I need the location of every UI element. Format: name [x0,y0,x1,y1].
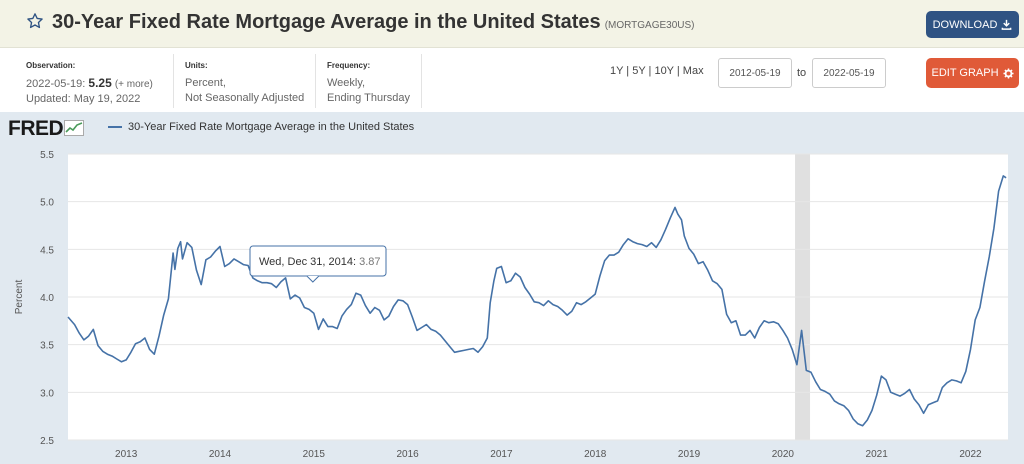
to-label: to [797,67,807,79]
title-bar: 30-Year Fixed Rate Mortgage Average in t… [0,0,1024,48]
legend-swatch [108,126,122,128]
frequency-label: Frequency: [327,61,371,70]
x-tick-label: 2018 [584,449,607,460]
x-tick-label: 2016 [396,449,419,460]
x-tick-label: 2017 [490,449,513,460]
units-line2: Not Seasonally Adjusted [185,92,305,104]
page-title: 30-Year Fixed Rate Mortgage Average in t… [52,11,695,34]
frequency-line1: Weekly, [327,77,366,89]
observation-value: 5.25 [88,76,112,90]
chart-legend: 30-Year Fixed Rate Mortgage Average in t… [108,121,414,133]
more-link[interactable]: (+ more) [114,79,153,90]
tooltip-value: 3.87 [359,256,380,268]
updated-text: Updated: May 19, 2022 [26,93,141,105]
observation-label: Observation: [26,61,76,70]
x-tick-label: 2021 [866,449,889,460]
star-icon[interactable] [26,12,44,35]
x-tick-label: 2015 [303,449,326,460]
x-tick-label: 2022 [959,449,982,460]
download-label: DOWNLOAD [932,18,998,31]
range-selector[interactable]: 1Y | 5Y | 10Y | Max [610,65,704,77]
end-date-input[interactable]: 2022-05-19 [812,58,886,88]
divider [421,54,422,108]
units-block: Units: Percent, Not Seasonally Adjusted [185,58,304,106]
tooltip-text: Wed, Dec 31, 2014: 3.87 [259,256,381,268]
x-tick-label: 2019 [678,449,701,460]
x-tick-label: 2013 [115,449,138,460]
series-id: (MORTGAGE30US) [604,20,695,31]
edit-graph-label: EDIT GRAPH [931,67,999,79]
fred-logo-graph-icon [64,120,85,136]
observation-date: 2022-05-19: [26,78,86,90]
tooltip-pointer [306,275,320,283]
edit-graph-button[interactable]: EDIT GRAPH [926,58,1019,88]
frequency-line2: Ending Thursday [327,92,410,104]
y-axis-label: Percent [14,280,25,315]
legend-label: 30-Year Fixed Rate Mortgage Average in t… [128,121,415,133]
y-tick-label: 5.5 [40,150,54,161]
observation-block: Observation: 2022-05-19: 5.25 (+ more) U… [26,58,153,107]
fred-logo[interactable]: FRED [8,117,85,141]
y-tick-label: 3.5 [40,341,54,352]
y-tick-label: 3.0 [40,388,54,399]
y-tick-label: 4.5 [40,245,54,256]
series-line[interactable] [67,175,1007,427]
download-button[interactable]: DOWNLOAD [926,11,1019,38]
series-title: 30-Year Fixed Rate Mortgage Average in t… [52,11,601,33]
divider [315,54,316,108]
x-tick-label: 2020 [772,449,795,460]
y-tick-label: 4.0 [40,293,54,304]
start-date-input[interactable]: 2012-05-19 [718,58,792,88]
gear-icon [1002,67,1014,79]
y-tick-label: 5.0 [40,198,54,209]
x-tick-label: 2014 [209,449,232,460]
frequency-block: Frequency: Weekly, Ending Thursday [327,58,410,106]
units-label: Units: [185,61,208,70]
tooltip-date: Wed, Dec 31, 2014: [259,256,359,268]
download-icon [1002,19,1012,30]
y-tick-label: 2.5 [40,436,54,447]
units-line1: Percent, [185,77,226,89]
divider [173,54,174,108]
